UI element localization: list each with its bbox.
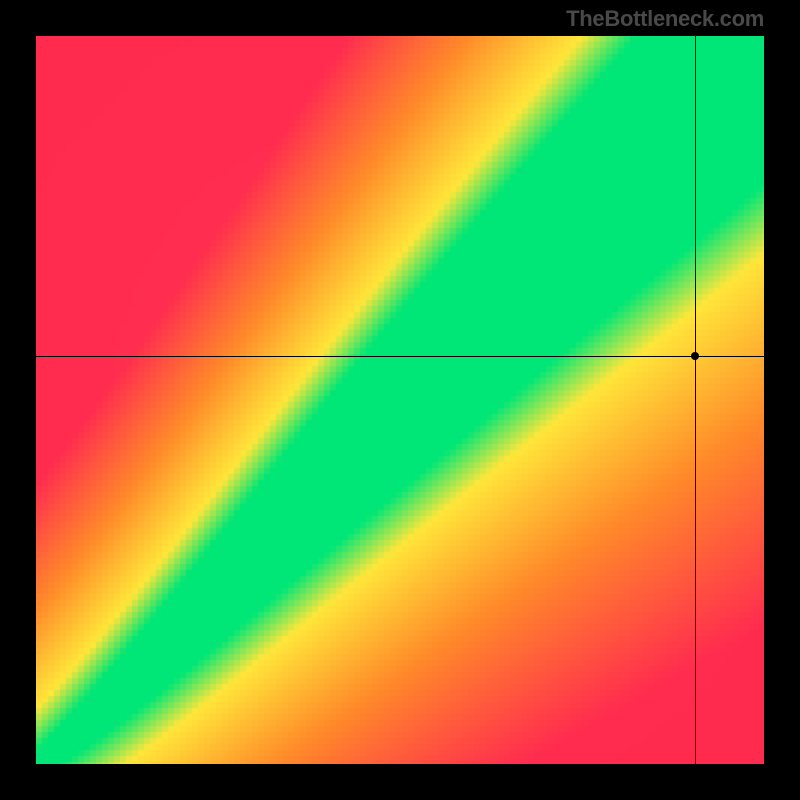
watermark-text: TheBottleneck.com [566,6,764,32]
crosshair-vertical [695,36,696,764]
heatmap-canvas [36,36,764,764]
crosshair-marker [691,352,699,360]
crosshair-horizontal [36,356,764,357]
plot-area [36,36,764,764]
